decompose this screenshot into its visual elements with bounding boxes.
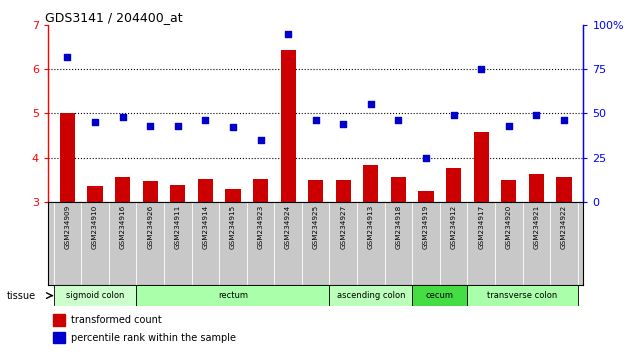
Text: GSM234912: GSM234912 xyxy=(451,204,456,249)
Text: GSM234917: GSM234917 xyxy=(478,204,484,249)
Text: sigmoid colon: sigmoid colon xyxy=(66,291,124,300)
Point xyxy=(200,118,210,123)
Point xyxy=(145,123,155,129)
Text: GSM234925: GSM234925 xyxy=(313,204,319,249)
Text: GSM234920: GSM234920 xyxy=(506,204,512,249)
Text: GDS3141 / 204400_at: GDS3141 / 204400_at xyxy=(46,11,183,24)
Text: GSM234921: GSM234921 xyxy=(533,204,540,249)
Text: cecum: cecum xyxy=(426,291,454,300)
Bar xyxy=(363,166,378,202)
Text: GSM234927: GSM234927 xyxy=(340,204,346,249)
Text: GSM234915: GSM234915 xyxy=(230,204,236,249)
Text: GSM234909: GSM234909 xyxy=(64,204,71,249)
Point xyxy=(421,155,431,160)
Bar xyxy=(253,179,268,202)
Point xyxy=(531,112,542,118)
Text: GSM234918: GSM234918 xyxy=(395,204,401,249)
Bar xyxy=(60,113,75,202)
Text: GSM234910: GSM234910 xyxy=(92,204,98,249)
Point xyxy=(366,102,376,107)
Text: tissue: tissue xyxy=(6,291,35,301)
Point xyxy=(310,118,320,123)
Bar xyxy=(54,285,137,306)
Point xyxy=(504,123,514,129)
Text: GSM234913: GSM234913 xyxy=(368,204,374,249)
Point xyxy=(172,123,183,129)
Text: GSM234916: GSM234916 xyxy=(120,204,126,249)
Point xyxy=(255,137,265,143)
Bar xyxy=(308,180,323,202)
Bar xyxy=(53,314,65,326)
Text: ascending colon: ascending colon xyxy=(337,291,405,300)
Text: GSM234922: GSM234922 xyxy=(561,204,567,249)
Text: GSM234923: GSM234923 xyxy=(258,204,263,249)
Bar xyxy=(137,285,329,306)
Text: GSM234914: GSM234914 xyxy=(203,204,208,249)
Bar xyxy=(419,191,434,202)
Point xyxy=(559,118,569,123)
Text: percentile rank within the sample: percentile rank within the sample xyxy=(71,333,235,343)
Bar xyxy=(336,180,351,202)
Bar xyxy=(87,186,103,202)
Bar xyxy=(391,177,406,202)
Point xyxy=(283,31,293,36)
Bar xyxy=(529,175,544,202)
Bar xyxy=(281,51,296,202)
Point xyxy=(338,121,349,127)
Text: GSM234919: GSM234919 xyxy=(423,204,429,249)
Text: GSM234924: GSM234924 xyxy=(285,204,291,249)
Bar xyxy=(556,177,572,202)
Bar xyxy=(226,189,240,202)
Point xyxy=(228,125,238,130)
Point xyxy=(62,54,72,59)
Bar xyxy=(53,332,65,343)
Bar xyxy=(142,181,158,202)
Point xyxy=(90,119,100,125)
Bar xyxy=(197,179,213,202)
Text: GSM234911: GSM234911 xyxy=(175,204,181,249)
Text: transformed count: transformed count xyxy=(71,315,162,325)
Point xyxy=(117,114,128,120)
Bar xyxy=(474,132,489,202)
Text: rectum: rectum xyxy=(218,291,248,300)
Bar xyxy=(501,180,517,202)
Point xyxy=(394,118,404,123)
Point xyxy=(449,112,459,118)
Bar xyxy=(329,285,412,306)
Bar xyxy=(412,285,467,306)
Text: GSM234926: GSM234926 xyxy=(147,204,153,249)
Bar xyxy=(446,168,462,202)
Bar xyxy=(170,185,185,202)
Point xyxy=(476,66,487,72)
Bar xyxy=(115,177,130,202)
Text: transverse colon: transverse colon xyxy=(488,291,558,300)
Bar xyxy=(467,285,578,306)
